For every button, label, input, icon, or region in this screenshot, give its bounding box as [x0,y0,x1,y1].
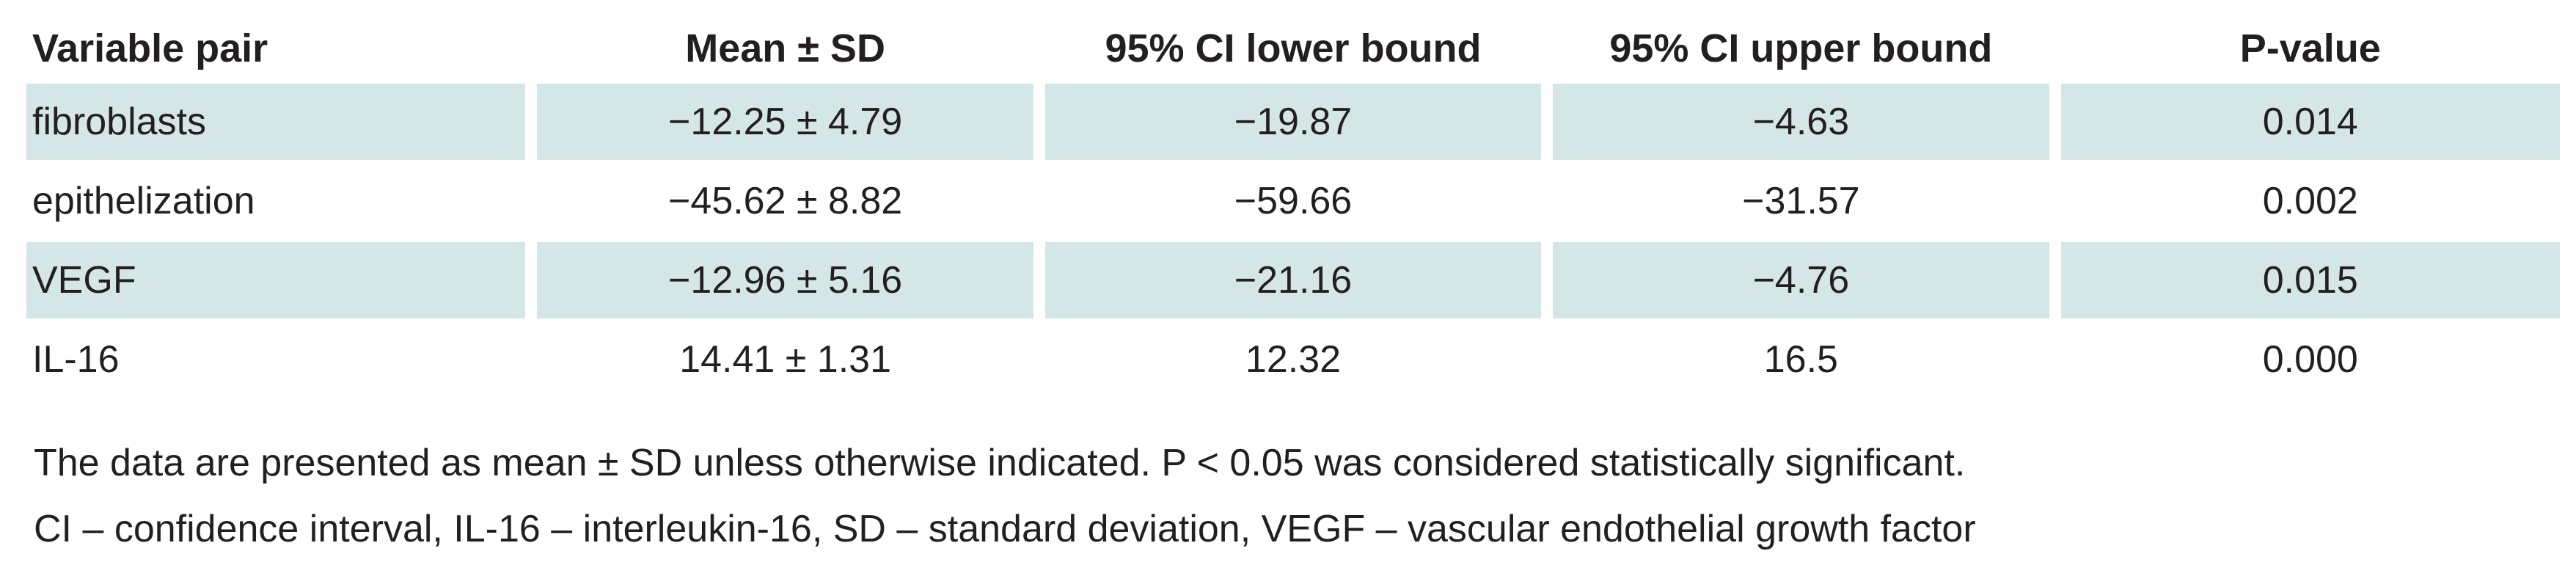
cell-p-value: 0.000 [2060,318,2560,398]
cell-variable: fibroblasts [26,81,526,160]
cell-ci-lower: −21.16 [1044,239,1542,318]
cell-ci-lower: −19.87 [1044,81,1542,160]
cell-ci-upper: 16.5 [1553,318,2049,398]
table-footnotes: The data are presented as mean ± SD unle… [34,430,2542,562]
cell-ci-upper: −31.57 [1553,160,2049,239]
table-header-row: Variable pair Mean ± SD 95% CI lower bou… [26,16,2560,81]
footnote-data-presentation: The data are presented as mean ± SD unle… [34,442,1966,484]
table-row: fibroblasts −12.25 ± 4.79 −19.87 −4.63 0… [26,81,2560,160]
cell-ci-lower: −59.66 [1044,160,1542,239]
cell-ci-upper: −4.63 [1553,81,2049,160]
cell-variable: IL-16 [26,318,526,398]
cell-p-value: 0.015 [2060,239,2560,318]
cell-mean-sd: −12.25 ± 4.79 [537,81,1033,160]
cell-variable: epithelization [26,160,526,239]
cell-ci-upper: −4.76 [1553,239,2049,318]
cell-p-value: 0.014 [2060,81,2560,160]
header-p-value: P-value [2239,26,2381,70]
results-table: Variable pair Mean ± SD 95% CI lower bou… [15,16,2572,398]
cell-mean-sd: −45.62 ± 8.82 [537,160,1033,239]
results-table-container: Variable pair Mean ± SD 95% CI lower bou… [26,16,2560,398]
cell-p-value: 0.002 [2060,160,2560,239]
cell-mean-sd: −12.96 ± 5.16 [537,239,1033,318]
header-mean-sd: Mean ± SD [685,26,885,70]
table-row: IL-16 14.41 ± 1.31 12.32 16.5 0.000 [26,318,2560,398]
header-ci-upper: 95% CI upper bound [1609,26,1993,70]
cell-variable: VEGF [26,239,526,318]
table-row: epithelization −45.62 ± 8.82 −59.66 −31.… [26,160,2560,239]
header-variable-pair: Variable pair [32,26,268,70]
table-row: VEGF −12.96 ± 5.16 −21.16 −4.76 0.015 [26,239,2560,318]
cell-ci-lower: 12.32 [1044,318,1542,398]
footnote-abbreviations: CI – confidence interval, IL-16 – interl… [34,508,1976,550]
cell-mean-sd: 14.41 ± 1.31 [537,318,1033,398]
header-ci-lower: 95% CI lower bound [1105,26,1482,70]
